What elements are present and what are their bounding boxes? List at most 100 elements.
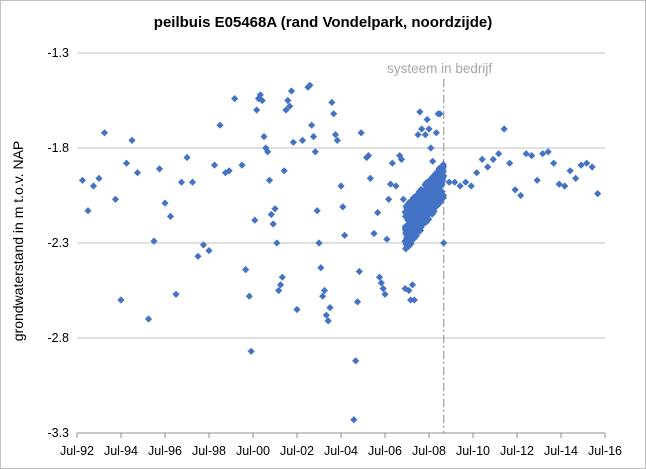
data-point bbox=[555, 180, 563, 188]
x-tick-label: Jul-06 bbox=[368, 444, 402, 458]
data-point bbox=[256, 91, 264, 99]
x-tick-label: Jul-98 bbox=[192, 444, 226, 458]
data-point bbox=[341, 231, 349, 239]
data-point bbox=[405, 286, 413, 295]
data-point bbox=[495, 150, 503, 158]
x-axis-ticks: Jul-92 Jul-94 Jul-96 Jul-98 Jul-00 Jul-02 Jul-… bbox=[60, 444, 622, 458]
data-point bbox=[522, 150, 530, 158]
x-tick-label: Jul-92 bbox=[60, 444, 94, 458]
data-point bbox=[251, 216, 259, 224]
data-point bbox=[397, 155, 406, 163]
x-axis bbox=[76, 432, 606, 438]
data-point bbox=[166, 212, 175, 220]
data-point bbox=[402, 245, 410, 253]
data-point bbox=[133, 169, 142, 177]
data-point bbox=[264, 148, 272, 156]
data-point bbox=[366, 174, 374, 182]
data-point bbox=[328, 98, 336, 106]
data-point bbox=[456, 182, 464, 190]
data-point bbox=[122, 159, 131, 167]
data-point bbox=[399, 195, 407, 203]
data-point bbox=[258, 96, 266, 105]
data-point bbox=[416, 108, 424, 116]
data-point bbox=[437, 197, 445, 206]
y-axis-label: grondwaterstand in m t.o.v. NAP bbox=[10, 141, 26, 342]
data-point bbox=[401, 208, 409, 216]
data-point bbox=[293, 305, 301, 314]
data-point bbox=[425, 125, 433, 133]
x-tick-label: Jul-02 bbox=[280, 444, 314, 458]
data-point bbox=[381, 290, 389, 298]
data-point bbox=[89, 182, 98, 190]
data-point bbox=[357, 129, 365, 137]
data-point bbox=[308, 121, 316, 129]
data-point bbox=[421, 131, 429, 139]
data-point bbox=[150, 237, 158, 245]
gridlines bbox=[77, 52, 605, 434]
data-point bbox=[430, 207, 438, 215]
annotation-group: systeem in bedrijf bbox=[387, 61, 492, 433]
data-point bbox=[319, 292, 327, 300]
data-point bbox=[339, 203, 347, 211]
data-point bbox=[383, 235, 391, 243]
data-point bbox=[350, 416, 358, 424]
y-tick-label: -2.3 bbox=[47, 236, 69, 250]
data-point bbox=[326, 304, 334, 312]
data-point bbox=[280, 167, 288, 175]
data-point bbox=[225, 167, 233, 175]
data-point bbox=[117, 296, 125, 304]
data-point bbox=[188, 178, 197, 186]
data-point bbox=[324, 317, 332, 325]
y-tick-label: -1.3 bbox=[47, 46, 69, 60]
data-point bbox=[528, 152, 536, 160]
data-point bbox=[238, 161, 246, 169]
data-point bbox=[330, 110, 338, 118]
data-point bbox=[289, 138, 297, 146]
data-point bbox=[276, 281, 285, 289]
data-point bbox=[84, 207, 92, 215]
data-point bbox=[210, 161, 219, 169]
data-point bbox=[311, 148, 319, 156]
data-point bbox=[353, 298, 362, 306]
data-point bbox=[577, 161, 585, 169]
data-point bbox=[379, 285, 387, 293]
data-point bbox=[363, 153, 371, 162]
x-tick-label: Jul-94 bbox=[104, 444, 138, 458]
data-point bbox=[561, 182, 569, 190]
data-point bbox=[352, 357, 360, 365]
data-point bbox=[306, 81, 314, 89]
data-point bbox=[439, 191, 448, 199]
data-point bbox=[385, 195, 393, 203]
y-tick-label: -1.8 bbox=[47, 141, 69, 155]
data-point bbox=[155, 165, 164, 173]
data-point bbox=[128, 136, 136, 144]
data-point bbox=[439, 168, 447, 176]
data-point bbox=[425, 215, 433, 223]
data-point bbox=[423, 115, 431, 124]
data-point bbox=[451, 178, 459, 186]
data-point bbox=[161, 199, 169, 207]
data-point bbox=[253, 106, 261, 114]
data-point bbox=[407, 296, 415, 304]
data-point bbox=[100, 129, 109, 137]
annotation-label: systeem in bedrijf bbox=[387, 61, 492, 76]
x-tick-label: Jul-96 bbox=[148, 444, 182, 458]
data-point bbox=[436, 110, 444, 118]
data-point bbox=[566, 167, 574, 175]
data-point bbox=[265, 176, 274, 184]
data-points bbox=[78, 81, 602, 424]
data-point bbox=[377, 279, 385, 287]
data-point bbox=[440, 172, 448, 180]
data-point bbox=[408, 225, 416, 233]
data-point bbox=[231, 95, 239, 103]
x-tick-label: Jul-08 bbox=[412, 444, 446, 458]
data-point bbox=[478, 155, 486, 163]
y-tick-label: -2.8 bbox=[47, 331, 69, 345]
data-point bbox=[489, 155, 497, 163]
data-point bbox=[544, 148, 552, 156]
data-point bbox=[260, 133, 268, 141]
data-point bbox=[388, 159, 396, 167]
data-point bbox=[275, 286, 283, 295]
data-point bbox=[286, 102, 294, 110]
